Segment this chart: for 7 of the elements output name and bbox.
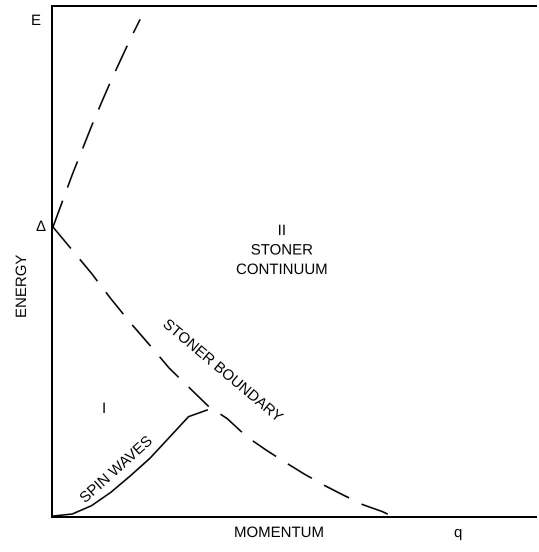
annotation: II STONER CONTINUUM bbox=[236, 222, 328, 278]
text: E bbox=[31, 12, 42, 29]
text: q bbox=[454, 524, 462, 541]
text: Δ bbox=[36, 218, 46, 235]
annotation: I bbox=[102, 400, 106, 417]
y-axis-title: ENERGY bbox=[13, 254, 30, 318]
x-axis-title: MOMENTUM bbox=[234, 524, 324, 541]
